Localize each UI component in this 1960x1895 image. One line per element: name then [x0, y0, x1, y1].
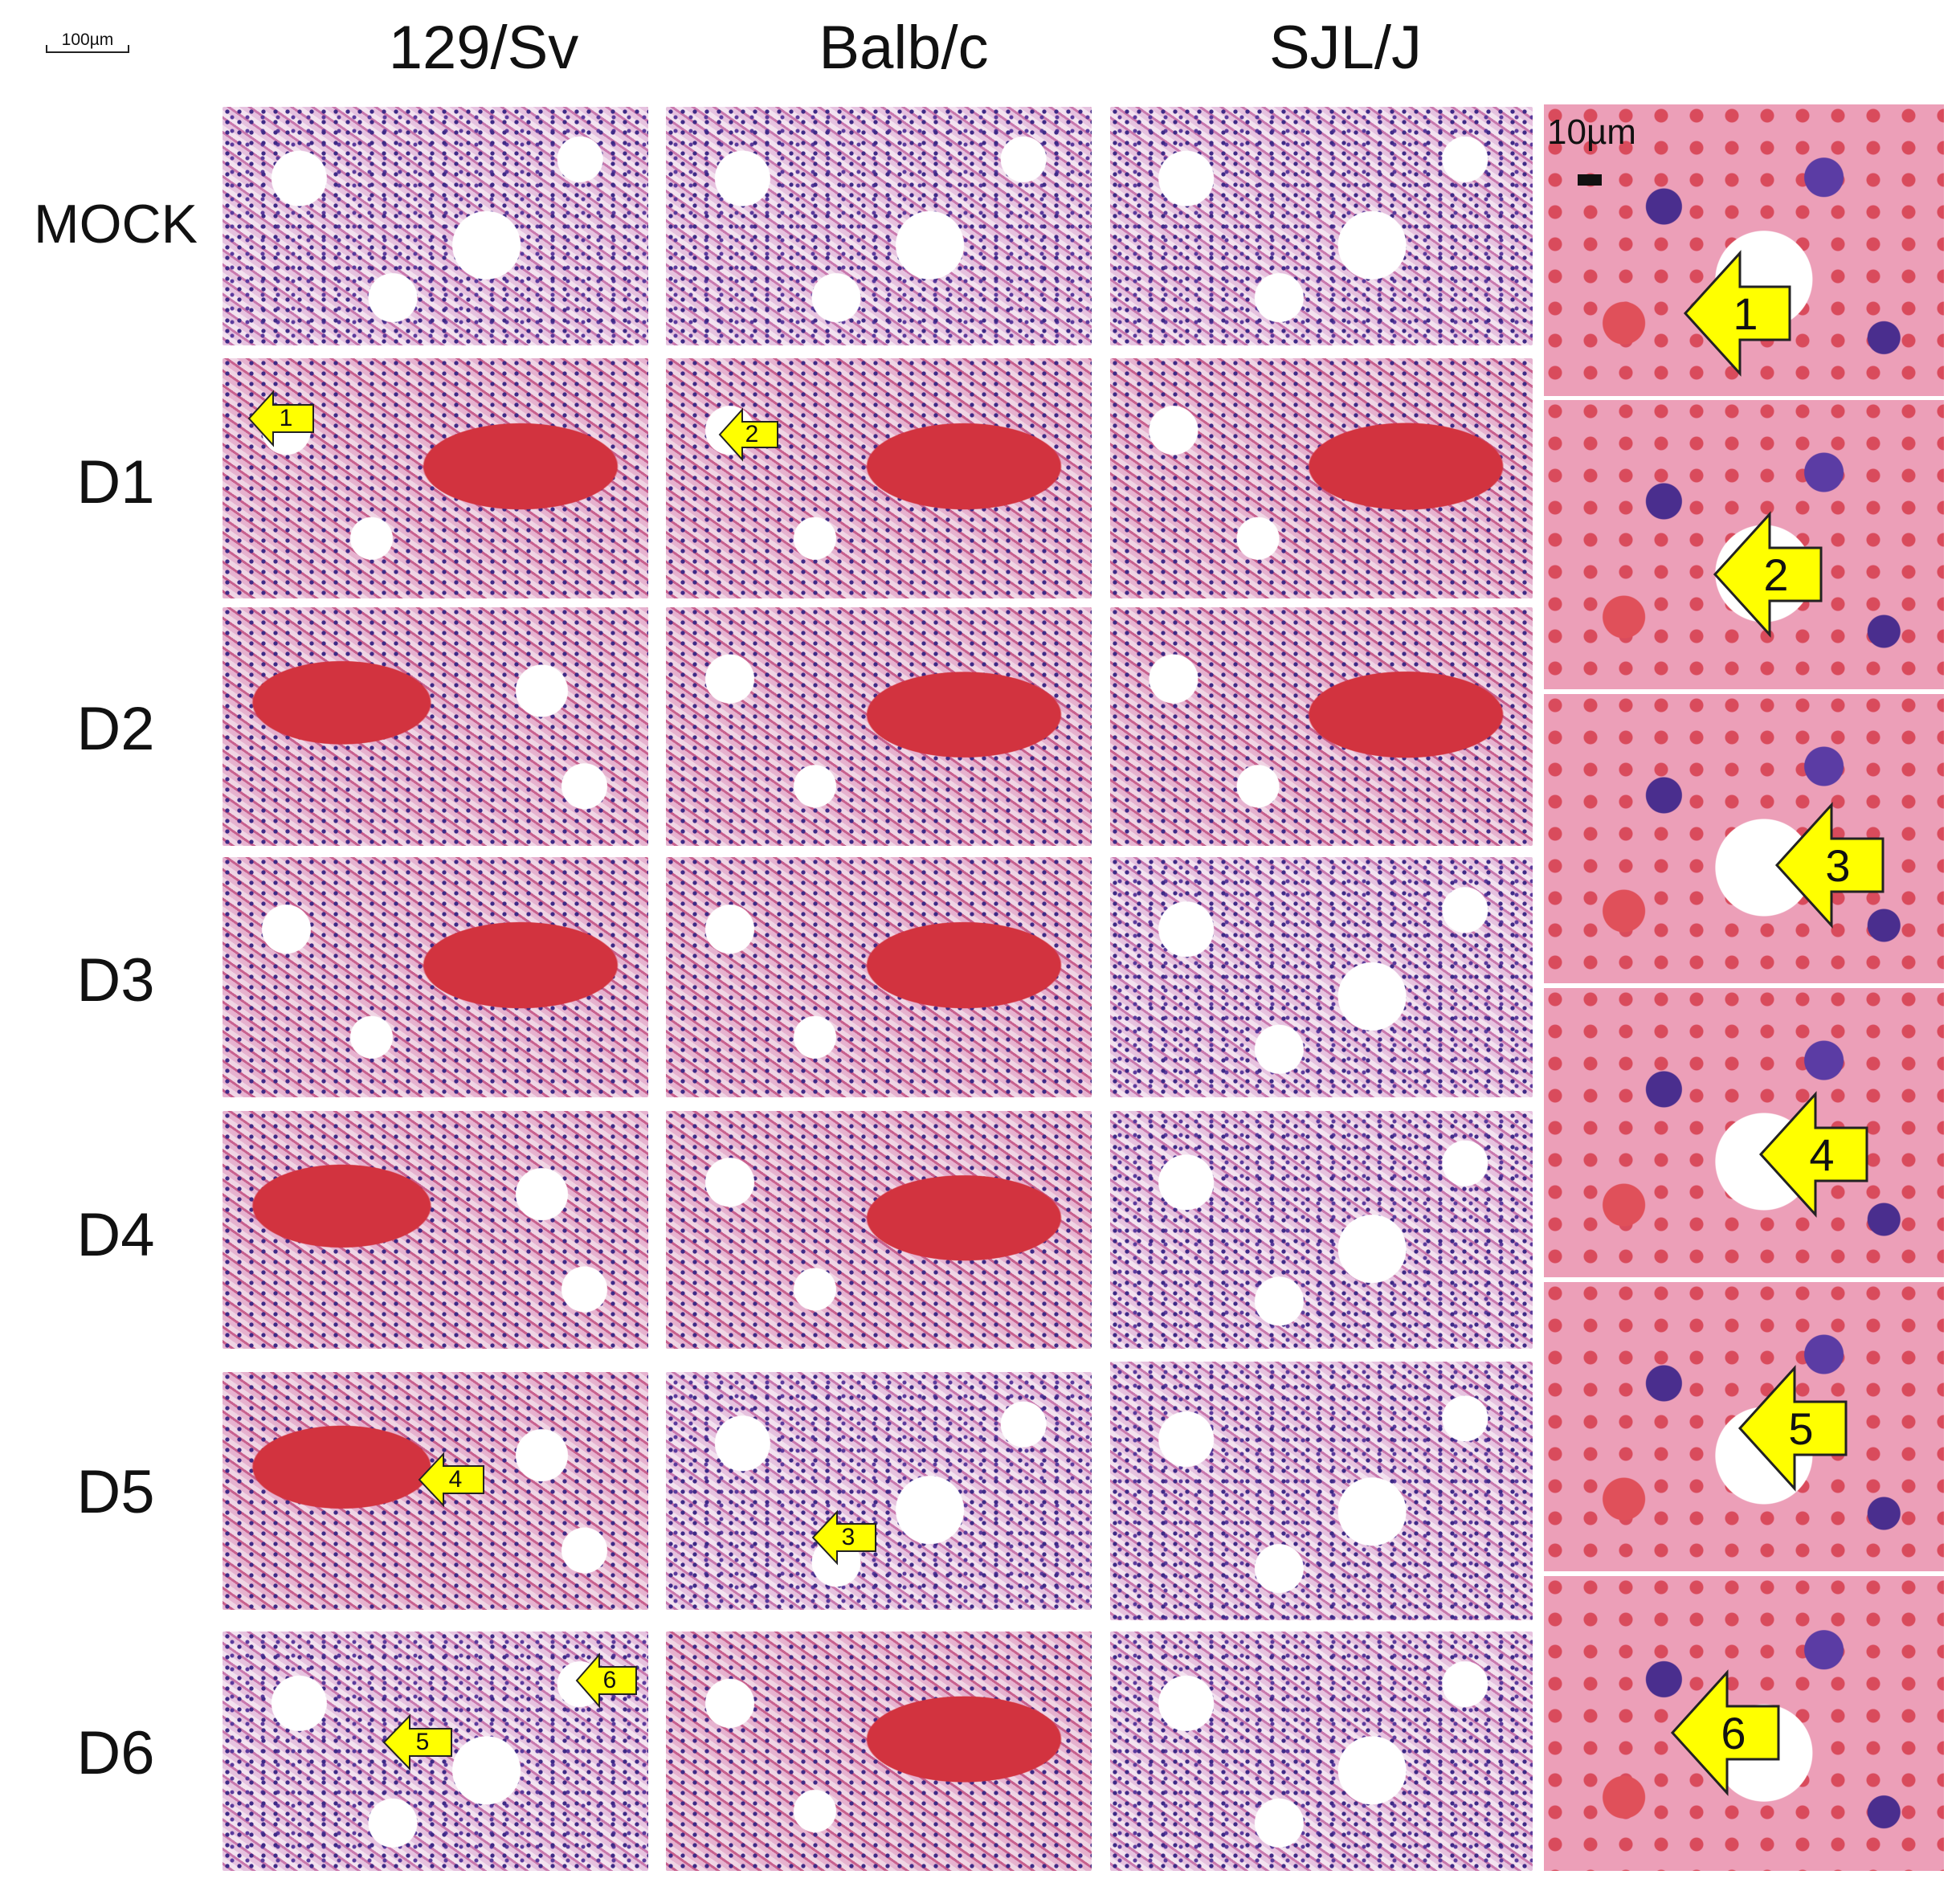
- micrograph-balbc-d3: [666, 857, 1092, 1097]
- micrograph-sjlj-d5: [1110, 1362, 1533, 1620]
- micrograph-balbc-d2: [666, 607, 1092, 846]
- arrow-marker-6-label: 6: [602, 1667, 617, 1693]
- column-title-balbc: Balb/c: [819, 14, 989, 82]
- micrograph-sjlj-d1: [1110, 358, 1533, 598]
- micrograph-129sv-d1: [223, 358, 648, 598]
- arrow-marker-4: 4: [418, 1452, 484, 1508]
- row-label-d5: D5: [76, 1458, 155, 1526]
- micrograph-balbc-d6: [666, 1632, 1092, 1871]
- zoom-arrow-5: 5: [1737, 1365, 1848, 1492]
- row-label-mock: MOCK: [34, 194, 198, 255]
- scale-bar-tick: [46, 45, 47, 53]
- scale-bar-10um-line: [1578, 174, 1602, 186]
- zoom-panel-2: [1544, 400, 1944, 689]
- micrograph-balbc-d1: [666, 358, 1092, 598]
- arrow-marker-3-label: 3: [841, 1524, 855, 1550]
- micrograph-sjlj-mock: [1110, 107, 1533, 345]
- column-title-129sv: 129/Sv: [388, 14, 579, 82]
- zoom-arrow-4: 4: [1758, 1091, 1868, 1218]
- row-label-d4: D4: [76, 1201, 155, 1269]
- scale-bar-10um: 10µm: [1547, 112, 1636, 186]
- scale-bar-tick: [128, 45, 129, 53]
- zoom-arrow-1-label: 1: [1733, 288, 1758, 339]
- row-label-d2: D2: [76, 695, 155, 763]
- micrograph-sjlj-d4: [1110, 1111, 1533, 1349]
- micrograph-balbc-d5: [666, 1372, 1092, 1610]
- zoom-arrow-6: 6: [1670, 1669, 1780, 1796]
- micrograph-129sv-d3: [223, 857, 648, 1097]
- micrograph-sjlj-d6: [1110, 1632, 1533, 1871]
- zoom-arrow-3: 3: [1774, 802, 1884, 929]
- arrow-marker-3: 3: [811, 1509, 876, 1566]
- zoom-arrow-4-label: 4: [1809, 1129, 1835, 1180]
- arrow-marker-1: 1: [247, 390, 314, 447]
- micrograph-129sv-mock: [223, 107, 648, 345]
- scale-bar-line: [46, 51, 129, 53]
- micrograph-sjlj-d2: [1110, 607, 1533, 846]
- micrograph-129sv-d2: [223, 607, 648, 846]
- zoom-arrow-5-label: 5: [1788, 1403, 1814, 1454]
- arrow-marker-1-label: 1: [279, 405, 293, 431]
- row-label-d3: D3: [76, 946, 155, 1015]
- micrograph-balbc-d4: [666, 1111, 1092, 1349]
- micrograph-129sv-d5: [223, 1372, 648, 1610]
- arrow-marker-5-label: 5: [415, 1729, 430, 1755]
- arrow-marker-5: 5: [382, 1713, 452, 1771]
- zoom-panel-4: [1544, 988, 1944, 1277]
- zoom-panel-1: [1544, 104, 1944, 396]
- zoom-arrow-2: 2: [1713, 511, 1823, 638]
- arrow-marker-2: 2: [718, 407, 778, 462]
- zoom-arrow-6-label: 6: [1721, 1707, 1746, 1758]
- zoom-arrow-3-label: 3: [1825, 839, 1851, 891]
- scale-bar-10um-label: 10µm: [1547, 112, 1636, 152]
- row-label-d6: D6: [76, 1719, 155, 1787]
- scale-bar-100um-label: 100µm: [61, 31, 114, 49]
- zoom-panel-5: [1544, 1282, 1944, 1571]
- zoom-arrow-1: 1: [1683, 250, 1791, 377]
- arrow-marker-6: 6: [575, 1652, 637, 1709]
- micrograph-balbc-mock: [666, 107, 1092, 345]
- arrow-marker-2-label: 2: [745, 421, 759, 447]
- scale-bar-100um: 100µm: [44, 31, 131, 55]
- zoom-arrow-2-label: 2: [1763, 549, 1789, 600]
- arrow-marker-4-label: 4: [448, 1466, 463, 1493]
- micrograph-129sv-d4: [223, 1111, 648, 1349]
- column-title-sjlj: SJL/J: [1268, 14, 1423, 82]
- micrograph-sjlj-d3: [1110, 857, 1533, 1097]
- row-label-d1: D1: [76, 448, 155, 517]
